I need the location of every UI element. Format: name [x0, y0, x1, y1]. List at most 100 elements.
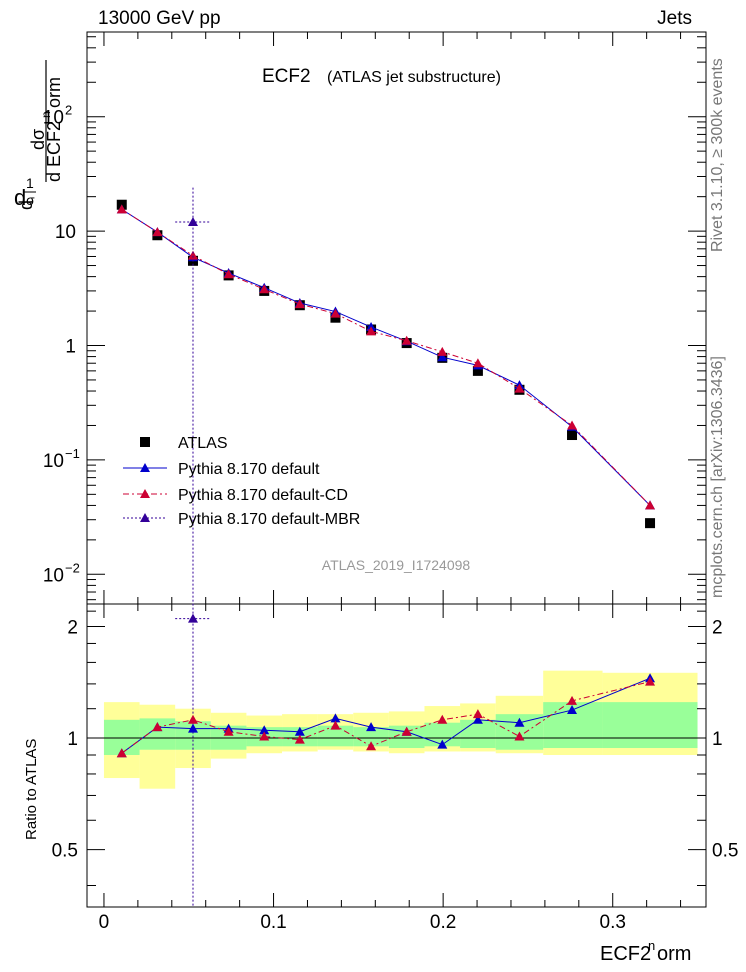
- y-tick-label-top: 10: [55, 222, 76, 243]
- y-tick-label-top: 10 −2: [43, 560, 80, 586]
- chart-subtitle: (ATLAS jet substructure): [327, 69, 501, 86]
- top-panel-series: [116, 187, 656, 907]
- y-tick-exp: 2: [65, 103, 72, 118]
- series-line-ratio-0: [121, 677, 651, 754]
- inner-band-7: [353, 727, 389, 747]
- series-point-ratio-0: [330, 713, 341, 723]
- series-point-ratio-1: [514, 731, 525, 741]
- atlas-point: [567, 430, 578, 441]
- legend-label: Pythia 8.170 default-CD: [178, 487, 348, 504]
- legend-marker-atlas: [140, 437, 150, 447]
- inner-band-13: [602, 702, 698, 749]
- y-tick-label-ratio-right: 2: [712, 617, 723, 638]
- series-point-top-0: [437, 352, 448, 362]
- series-point-top-1: [645, 500, 656, 510]
- series-point-ratio-1: [152, 722, 163, 732]
- inner-band-8: [388, 725, 425, 749]
- series-point-ratio-0: [366, 722, 377, 732]
- legend-marker: [140, 489, 150, 498]
- series-point-ratio-1: [472, 709, 483, 719]
- y-tick-label-ratio: 2: [67, 617, 78, 638]
- series-point-ratio-1: [330, 720, 341, 730]
- series-point-top-1: [366, 326, 377, 336]
- legend-label: Pythia 8.170 default: [178, 461, 320, 478]
- svg-text:d ECF2: d ECF2: [44, 121, 64, 182]
- series-point-ratio-0: [472, 714, 483, 724]
- svg-text:n: n: [39, 111, 53, 118]
- series-point-top-1: [187, 250, 198, 260]
- series-point-ratio-1: [401, 726, 412, 736]
- y-tick-base: 10: [43, 108, 64, 129]
- header-left: 13000 GeV pp: [98, 8, 221, 29]
- svg-text:ECF2: ECF2: [600, 943, 651, 965]
- series-point-top-1: [294, 299, 305, 309]
- series-point-ratio-1: [366, 741, 377, 751]
- x-tick-label: 0.2: [430, 912, 456, 933]
- series-point-ratio-0: [294, 726, 305, 736]
- y-axis-label-ratio: Ratio to ATLAS: [23, 739, 40, 840]
- mcplots-credit-text: mcplots.cern.ch [arXiv:1306.3436]: [709, 356, 726, 598]
- y-tick-label-ratio-right: 1: [712, 729, 723, 750]
- series-point-top-1: [330, 308, 341, 318]
- svg-text:n: n: [648, 938, 655, 953]
- analysis-tag: ATLAS_2019_I1724098: [322, 557, 471, 573]
- svg-text:d: d: [16, 200, 36, 210]
- series-line-ratio-1: [121, 681, 651, 754]
- ratio-panel-series: [116, 613, 656, 758]
- svg-text:dσ: dσ: [28, 129, 48, 150]
- series-point-top-1: [223, 269, 234, 279]
- x-tick-label: 0.1: [260, 912, 286, 933]
- legend-marker: [140, 513, 150, 522]
- y-tick-label-top: 10 2: [43, 103, 72, 129]
- y-tick-label-ratio: 0.5: [52, 841, 78, 862]
- inner-band-10: [460, 719, 496, 749]
- svg-text:orm: orm: [44, 77, 64, 108]
- series-point-ratio-1: [223, 726, 234, 736]
- y-tick-label-top: 1: [65, 336, 76, 357]
- y-tick-base: 1: [65, 336, 76, 357]
- series-point-top-1: [259, 284, 270, 294]
- x-axis-label: ECF2 n orm: [600, 938, 691, 965]
- series-point-ratio-1: [294, 734, 305, 744]
- inner-band-9: [424, 722, 461, 747]
- series-point-ratio-1: [645, 676, 656, 686]
- series-point-ratio-0: [437, 739, 448, 749]
- series-point-ratio-1: [259, 731, 270, 741]
- svg-text:1: 1: [26, 175, 34, 191]
- legend-label: ATLAS: [178, 435, 228, 452]
- series-point-ratio-0: [259, 725, 270, 735]
- legend: ATLAS Pythia 8.170 default Pythia 8.170 de…: [123, 435, 360, 528]
- series-point-ratio-0: [514, 717, 525, 727]
- y-tick-exp: −2: [65, 560, 80, 575]
- atlas-point: [645, 518, 656, 529]
- series-point-ratio-1: [116, 748, 127, 758]
- axes: [86, 31, 707, 908]
- atlas-point: [472, 365, 483, 376]
- x-tick-label: 0.3: [600, 912, 626, 933]
- chart-title: ECF2: [262, 66, 311, 87]
- y-tick-label-ratio: 1: [67, 729, 78, 750]
- y-tick-label-ratio-right: 0.5: [712, 841, 738, 862]
- header-right: Jets: [657, 8, 692, 29]
- y-tick-label-top: 10 −1: [43, 446, 80, 472]
- svg-text:σ: σ: [26, 192, 35, 208]
- series-point-top-1: [472, 358, 483, 368]
- svg-text:d: d: [14, 185, 26, 210]
- y-axis-label-top: d 1 σ d dσ d ECF2 n orm: [14, 60, 64, 210]
- series-point-ratio-0: [567, 705, 578, 715]
- series-point-top-1: [116, 204, 127, 214]
- series-point-top-1: [514, 383, 525, 393]
- series-point-ratio-1: [567, 695, 578, 705]
- y-tick-exp: −1: [65, 446, 80, 461]
- y-tick-base: 10: [43, 565, 64, 586]
- atlas-point: [330, 312, 341, 323]
- series-point-top-1: [567, 420, 578, 430]
- y-tick-base: 10: [55, 222, 76, 243]
- svg-text:orm: orm: [657, 943, 691, 965]
- series-point-top-1: [401, 335, 412, 345]
- series-point-top-1: [152, 227, 163, 237]
- legend-marker: [140, 463, 150, 472]
